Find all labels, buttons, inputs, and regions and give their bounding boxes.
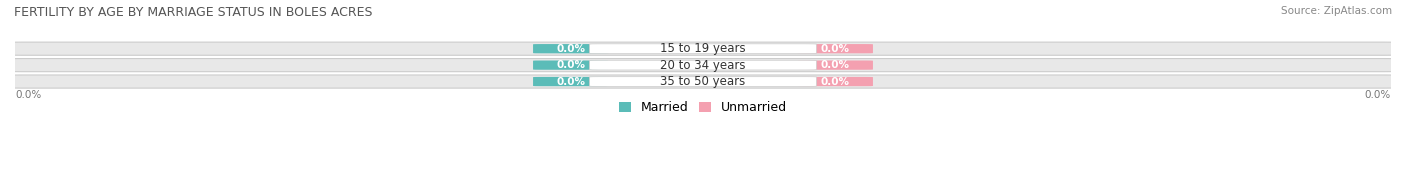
Text: 15 to 19 years: 15 to 19 years [661, 42, 745, 55]
Text: 0.0%: 0.0% [1365, 90, 1391, 100]
Text: Source: ZipAtlas.com: Source: ZipAtlas.com [1281, 6, 1392, 16]
Text: 0.0%: 0.0% [821, 60, 851, 70]
FancyBboxPatch shape [533, 77, 607, 86]
Text: 20 to 34 years: 20 to 34 years [661, 59, 745, 72]
Text: 35 to 50 years: 35 to 50 years [661, 75, 745, 88]
FancyBboxPatch shape [589, 60, 817, 70]
Text: 0.0%: 0.0% [821, 77, 851, 87]
FancyBboxPatch shape [1, 75, 1405, 88]
FancyBboxPatch shape [1, 59, 1405, 72]
Text: 0.0%: 0.0% [555, 44, 585, 54]
FancyBboxPatch shape [533, 61, 607, 70]
FancyBboxPatch shape [589, 44, 817, 54]
FancyBboxPatch shape [533, 44, 607, 53]
FancyBboxPatch shape [799, 44, 873, 53]
Text: 0.0%: 0.0% [15, 90, 41, 100]
FancyBboxPatch shape [799, 61, 873, 70]
FancyBboxPatch shape [589, 77, 817, 86]
FancyBboxPatch shape [799, 77, 873, 86]
Text: 0.0%: 0.0% [555, 77, 585, 87]
Text: 0.0%: 0.0% [821, 44, 851, 54]
FancyBboxPatch shape [1, 42, 1405, 55]
Text: FERTILITY BY AGE BY MARRIAGE STATUS IN BOLES ACRES: FERTILITY BY AGE BY MARRIAGE STATUS IN B… [14, 6, 373, 19]
Text: 0.0%: 0.0% [555, 60, 585, 70]
Legend: Married, Unmarried: Married, Unmarried [619, 101, 787, 114]
